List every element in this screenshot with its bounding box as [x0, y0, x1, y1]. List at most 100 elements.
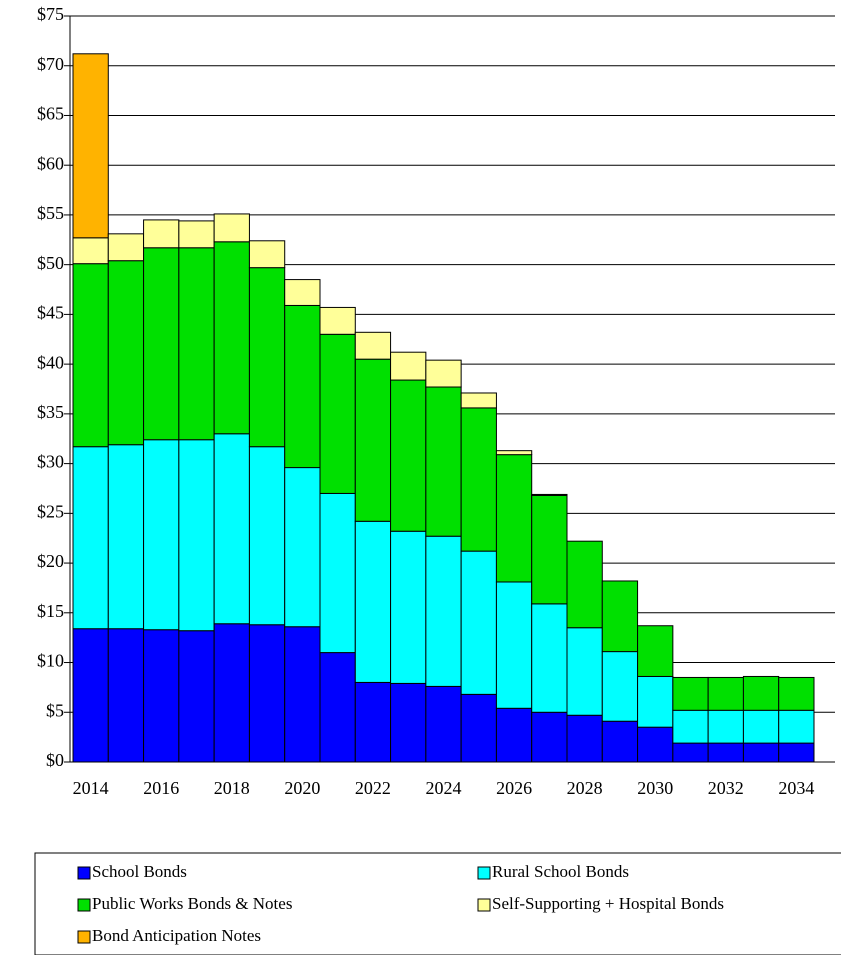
bar-segment — [248, 624, 286, 763]
bar-segment — [707, 742, 744, 763]
bar-segment — [425, 359, 462, 388]
x-tick-label: 2016 — [143, 778, 179, 798]
bar-segment — [531, 711, 568, 763]
bar-segment — [390, 682, 427, 763]
legend-swatch — [77, 898, 91, 912]
bar-segment — [390, 379, 427, 532]
x-tick-label: 2030 — [637, 778, 673, 798]
bar-segment — [143, 439, 180, 631]
bar-segment — [637, 726, 674, 763]
bar-segment — [72, 628, 109, 763]
x-tick-label: 2024 — [426, 778, 462, 798]
bar-segment — [742, 675, 780, 711]
bar-segment — [354, 520, 392, 683]
y-tick-label: $70 — [37, 54, 64, 74]
bar-segment — [672, 742, 709, 763]
legend-label: Public Works Bonds & Notes — [92, 894, 292, 913]
bar-segment — [178, 220, 215, 249]
bar-segment — [284, 626, 321, 763]
bar-segment — [778, 676, 815, 711]
y-tick-label: $45 — [37, 303, 64, 323]
bar-segment — [742, 709, 780, 744]
bar-segment — [319, 306, 356, 335]
y-tick-label: $50 — [37, 253, 64, 273]
bar-segment — [248, 240, 286, 269]
y-tick-label: $75 — [37, 4, 64, 24]
x-tick-label: 2022 — [355, 778, 391, 798]
bar-segment — [390, 530, 427, 684]
bar-segment — [425, 386, 462, 537]
bar-segment — [107, 260, 145, 446]
bar-segment — [495, 454, 533, 583]
bar-segment — [566, 627, 603, 716]
legend-swatch — [77, 930, 91, 944]
bar-segment — [460, 550, 497, 695]
bar-segment — [213, 241, 250, 435]
bar-segment — [178, 439, 215, 632]
bar-segment — [178, 247, 215, 441]
legend-label: School Bonds — [92, 862, 187, 881]
bar-segment — [601, 580, 639, 653]
bar-segment — [354, 331, 392, 360]
bar-segment — [284, 304, 321, 469]
bar-segment — [637, 625, 674, 677]
y-tick-label: $0 — [46, 750, 64, 770]
legend-label: Bond Anticipation Notes — [92, 926, 261, 945]
bar-segment — [107, 233, 145, 262]
legend-swatch — [477, 866, 491, 880]
bar-segment — [495, 581, 533, 709]
bar-segment — [531, 493, 568, 496]
bar-segment — [319, 492, 356, 654]
bar-segment — [707, 676, 744, 711]
bar-segment — [601, 720, 639, 763]
bar-segment — [425, 685, 462, 763]
bar-segment — [213, 623, 250, 763]
bar-segment — [460, 392, 497, 409]
bar-segment — [742, 742, 780, 763]
legend-box — [34, 852, 841, 955]
bar-segment — [495, 707, 533, 763]
bar-segment — [143, 219, 180, 249]
x-tick-label: 2034 — [778, 778, 814, 798]
y-tick-label: $65 — [37, 104, 64, 124]
bar-segment — [566, 540, 603, 629]
bar-segment — [531, 494, 568, 605]
bar-segment — [248, 267, 286, 448]
y-tick-label: $10 — [37, 651, 64, 671]
bar-segment — [72, 263, 109, 448]
bar-segment — [425, 535, 462, 687]
y-tick-label: $5 — [46, 700, 64, 720]
bar-segment — [72, 237, 109, 265]
bar-segment — [566, 714, 603, 763]
bar-segment — [319, 652, 356, 763]
bar-segment — [178, 630, 215, 763]
y-tick-label: $35 — [37, 402, 64, 422]
bar-segment — [284, 279, 321, 306]
bar-segment — [248, 446, 286, 626]
bar-segment — [143, 629, 180, 763]
bar-segment — [707, 709, 744, 744]
legend-label: Rural School Bonds — [492, 862, 629, 881]
y-tick-label: $15 — [37, 601, 64, 621]
bar-segment — [354, 681, 392, 763]
bar-segment — [460, 407, 497, 552]
bar-segment — [672, 676, 709, 711]
bar-segment — [778, 742, 815, 763]
bar-segment — [778, 709, 815, 744]
y-tick-label: $40 — [37, 352, 64, 372]
y-tick-label: $55 — [37, 203, 64, 223]
y-tick-label: $60 — [37, 153, 64, 173]
bar-segment — [107, 628, 145, 763]
bar-segment — [390, 351, 427, 381]
x-tick-label: 2028 — [567, 778, 603, 798]
bar-segment — [637, 675, 674, 728]
bar-segment — [460, 693, 497, 763]
y-tick-label: $20 — [37, 551, 64, 571]
x-tick-label: 2032 — [708, 778, 744, 798]
y-tick-label: $30 — [37, 452, 64, 472]
bar-segment — [319, 333, 356, 494]
legend-swatch — [477, 898, 491, 912]
bar-segment — [495, 450, 533, 456]
x-tick-label: 2014 — [73, 778, 109, 798]
